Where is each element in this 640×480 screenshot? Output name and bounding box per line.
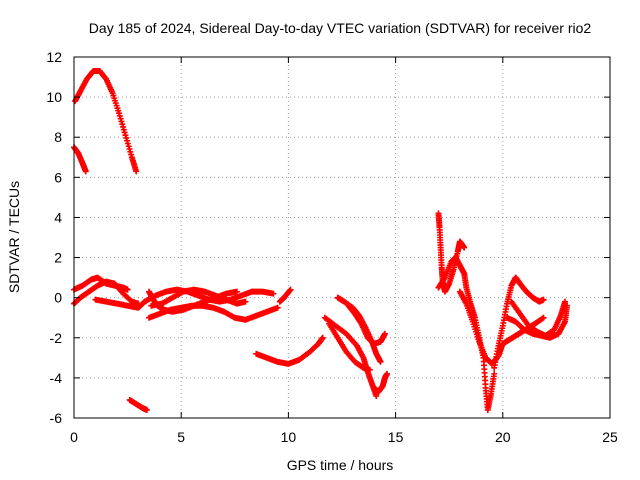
- plot-frame: [73, 56, 611, 419]
- series-arc-14: [326, 320, 373, 373]
- data-point-marker: [133, 168, 140, 175]
- y-tick-label: 10: [46, 89, 62, 105]
- grid-lines: [74, 57, 610, 418]
- y-tick-label: 8: [54, 129, 62, 145]
- data-point-marker: [143, 406, 150, 413]
- series-arc-17: [371, 370, 391, 395]
- series-arc-2: [71, 144, 89, 175]
- data-point-marker: [366, 366, 373, 373]
- series-arc-12: [253, 334, 326, 367]
- series-arc-16: [345, 302, 388, 347]
- x-tick-label: 15: [388, 429, 404, 445]
- data-point-marker: [287, 286, 294, 293]
- data-point-marker: [270, 290, 277, 297]
- data-point-marker: [274, 304, 281, 311]
- y-tick-label: 6: [54, 169, 62, 185]
- chart-title: Day 185 of 2024, Sidereal Day-to-day VTE…: [89, 20, 592, 36]
- y-axis-label: SDTVAR / TECUs: [6, 181, 22, 293]
- series-arc-24: [508, 298, 568, 339]
- x-tick-label: 0: [70, 429, 78, 445]
- data-point-marker: [491, 370, 498, 377]
- series-arc-18: [435, 210, 468, 295]
- series-arc-21: [491, 274, 547, 371]
- series-arc-19: [435, 254, 498, 413]
- data-point-marker: [561, 298, 568, 305]
- data-point-marker: [540, 296, 547, 303]
- data-point-marker: [286, 287, 293, 294]
- data-point-marker: [377, 358, 384, 365]
- y-tick-label: 0: [54, 290, 62, 306]
- data-point-marker: [319, 334, 326, 341]
- series-arc-9: [146, 302, 281, 323]
- x-axis-label: GPS time / hours: [287, 457, 394, 473]
- series-arc-4: [71, 278, 142, 307]
- data-point-marker: [242, 298, 249, 305]
- x-tick-label: 5: [177, 429, 185, 445]
- x-tick-label: 10: [281, 429, 297, 445]
- y-tick-label: 2: [54, 250, 62, 266]
- data-point-marker: [384, 370, 391, 377]
- data-point-marker: [540, 314, 547, 321]
- data-points: [71, 68, 571, 413]
- data-point-marker: [381, 330, 388, 337]
- data-point-marker: [233, 288, 240, 295]
- series-arc-1: [72, 68, 140, 175]
- data-point-marker: [82, 168, 89, 175]
- data-point-marker: [124, 286, 131, 293]
- y-tick-label: 12: [46, 49, 62, 65]
- series-arc-7: [148, 286, 249, 309]
- x-tick-label: 20: [495, 429, 511, 445]
- x-tick-label: 25: [602, 429, 618, 445]
- data-point-marker: [373, 392, 380, 399]
- y-tick-label: -2: [50, 330, 63, 346]
- series-arc-10: [276, 286, 294, 305]
- data-point-marker: [461, 244, 468, 251]
- series-arc-5: [92, 296, 148, 311]
- series-arc-11: [126, 396, 150, 413]
- y-tick-label: -4: [50, 370, 63, 386]
- axes: 0 5 10 15 20 25 -6 -4 -2 0 2 4 6 8 10 12: [46, 49, 618, 445]
- y-tick-label: -6: [50, 410, 63, 426]
- y-tick-label: 4: [54, 209, 62, 225]
